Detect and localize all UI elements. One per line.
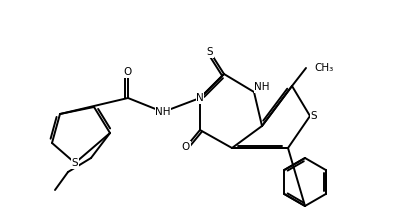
Text: S: S xyxy=(206,47,213,57)
Text: O: O xyxy=(182,142,190,152)
Text: NH: NH xyxy=(254,82,269,92)
Text: NH: NH xyxy=(155,107,170,117)
Text: S: S xyxy=(310,111,317,121)
Text: N: N xyxy=(196,93,203,103)
Text: CH₃: CH₃ xyxy=(313,63,333,73)
Text: S: S xyxy=(72,158,78,168)
Text: O: O xyxy=(124,67,132,77)
